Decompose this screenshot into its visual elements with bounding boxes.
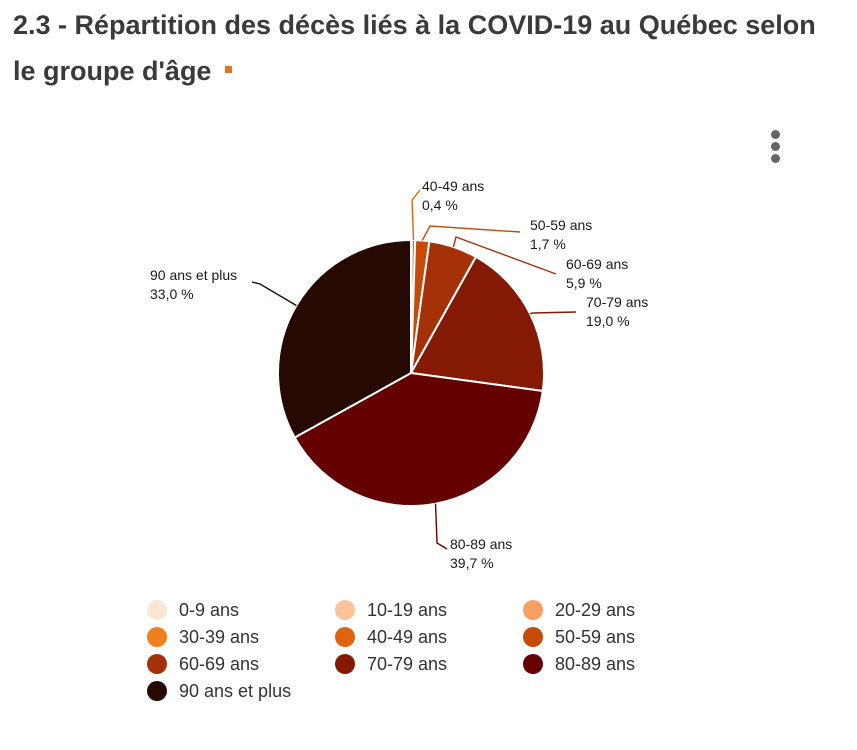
legend-item-10-19-ans[interactable]: 10-19 ans <box>335 597 447 623</box>
legend-item-80-89-ans[interactable]: 80-89 ans <box>523 651 635 677</box>
data-label-name-60-69-ans: 60-69 ans <box>566 256 628 272</box>
data-label-value-70-79-ans: 19,0 % <box>586 313 630 329</box>
legend-swatch <box>147 600 167 620</box>
legend-label: 80-89 ans <box>555 653 636 674</box>
legend-label: 90 ans et plus <box>179 680 292 701</box>
chart-title-text: 2.3 - Répartition des décès liés à la CO… <box>13 10 816 86</box>
more-vertical-icon[interactable] <box>764 128 788 164</box>
legend-label: 50-59 ans <box>555 626 636 647</box>
data-labels: 40-49 ans 0,4 % 50-59 ans 1,7 %60-69 ans 5,9… <box>150 178 648 571</box>
legend-swatch <box>523 654 543 674</box>
connector-60-69-ans <box>452 236 557 275</box>
legend-item-20-29-ans[interactable]: 20-29 ans <box>523 597 635 623</box>
chart-title: 2.3 - Répartition des décès liés à la CO… <box>13 2 833 94</box>
connector-80-89-ans <box>434 503 448 550</box>
legend-item-50-59-ans[interactable]: 50-59 ans <box>523 624 635 650</box>
legend-label: 60-69 ans <box>179 653 260 674</box>
data-label-name-40-49-ans: 40-49 ans <box>422 178 484 194</box>
data-label-name-90-ans-et-plus: 90 ans et plus <box>150 267 237 283</box>
connector-70-79-ans <box>529 311 577 315</box>
legend-swatch <box>147 627 167 647</box>
data-label-name-80-89-ans: 80-89 ans <box>450 536 512 552</box>
data-label-name-70-79-ans: 70-79 ans <box>586 294 648 310</box>
pie-slice-70-79-ans[interactable] <box>410 255 545 392</box>
data-label-value-40-49-ans: 0,4 % <box>422 197 458 213</box>
legend-swatch <box>147 681 167 701</box>
legend-swatch <box>335 627 355 647</box>
legend-label: 70-79 ans <box>367 653 448 674</box>
legend-label: 40-49 ans <box>367 626 448 647</box>
legend-swatch <box>335 600 355 620</box>
legend-swatch <box>147 654 167 674</box>
pie-slice-90-ans-et-plus[interactable] <box>277 239 412 439</box>
legend-item-40-49-ans[interactable]: 40-49 ans <box>335 624 447 650</box>
legend-label: 10-19 ans <box>367 599 448 620</box>
connector-50-59-ans <box>421 225 521 241</box>
legend-item-30-39-ans[interactable]: 30-39 ans <box>147 624 259 650</box>
legend-item-70-79-ans[interactable]: 70-79 ans <box>335 651 447 677</box>
data-label-value-80-89-ans: 39,7 % <box>450 555 494 571</box>
legend-label: 30-39 ans <box>179 626 260 647</box>
legend-label: 0-9 ans <box>179 599 240 620</box>
data-label-value-90-ans-et-plus: 33,0 % <box>150 286 194 302</box>
pie-slices <box>277 239 545 507</box>
legend-swatch <box>523 600 543 620</box>
pie-chart: 40-49 ans 0,4 % 50-59 ans 1,7 %60-69 ans 5,9… <box>150 178 648 571</box>
legend-label: 20-29 ans <box>555 599 636 620</box>
data-label-value-50-59-ans: 1,7 % <box>530 236 566 252</box>
legend-item-90-ans-et-plus[interactable]: 90 ans et plus <box>147 678 291 704</box>
pie-slice-80-89-ans[interactable] <box>293 372 544 507</box>
connector-90-ans-et-plus <box>251 281 297 307</box>
title-marker <box>225 66 233 74</box>
data-label-name-50-59-ans: 50-59 ans <box>530 217 592 233</box>
connector-40-49-ans <box>411 189 421 241</box>
legend-item-60-69-ans[interactable]: 60-69 ans <box>147 651 259 677</box>
label-connectors <box>251 189 577 550</box>
legend-item-0-9-ans[interactable]: 0-9 ans <box>147 597 239 623</box>
data-label-value-60-69-ans: 5,9 % <box>566 275 602 291</box>
legend-swatch <box>523 627 543 647</box>
legend-swatch <box>335 654 355 674</box>
